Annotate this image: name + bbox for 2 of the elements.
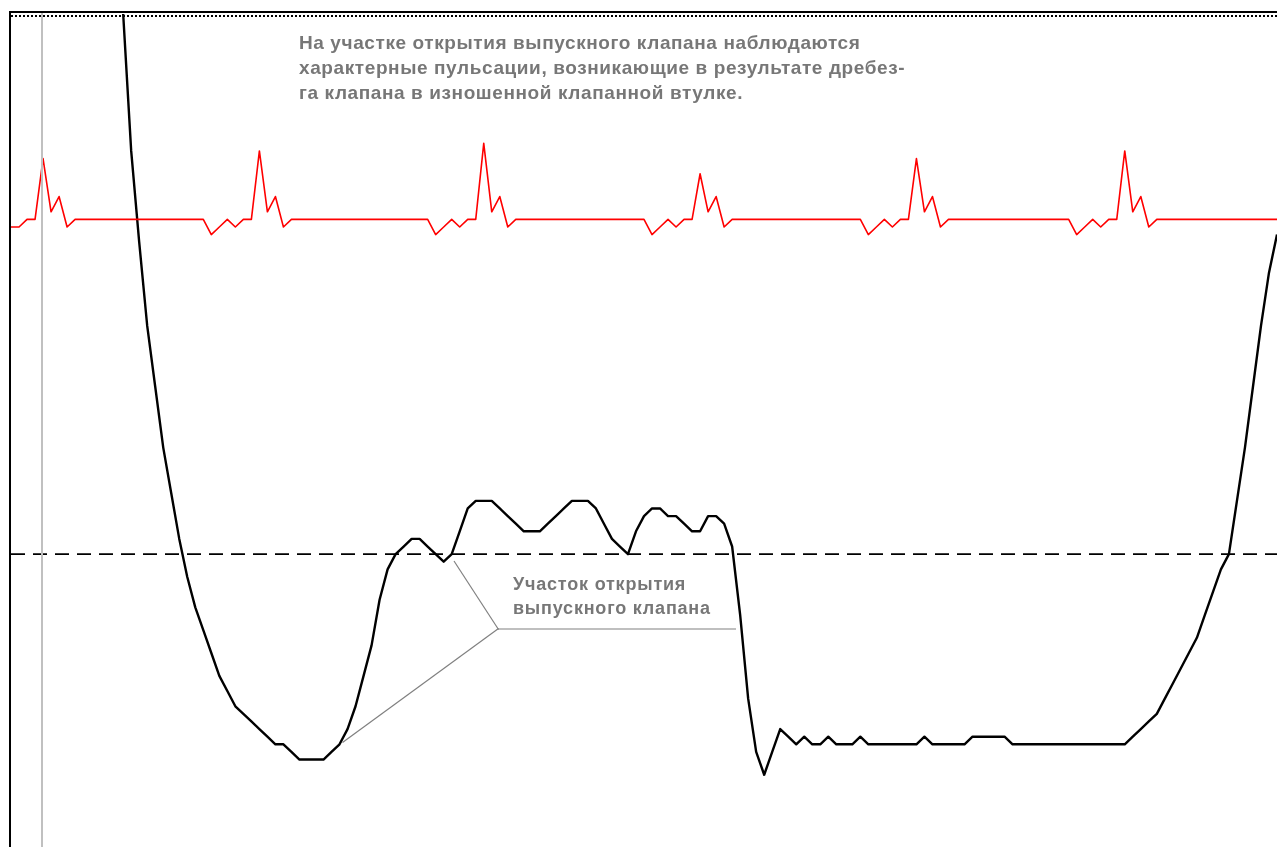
annotation: На участке открытия выпускного клапана наблюдаются характерные пульсации, возникающие в результате дребез- га клапана в изношенной клапанной втулке. (299, 31, 906, 103)
annotation: Участок открытия выпускного клапана (513, 573, 712, 618)
